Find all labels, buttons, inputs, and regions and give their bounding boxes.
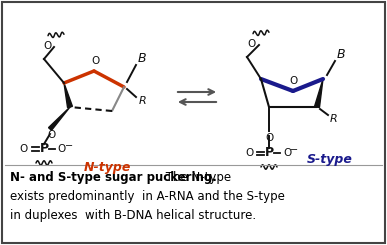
Polygon shape xyxy=(315,79,323,108)
Text: B: B xyxy=(138,52,146,65)
Text: exists predominantly  in A-RNA and the S-type: exists predominantly in A-RNA and the S-… xyxy=(10,190,285,203)
Polygon shape xyxy=(64,83,72,108)
Text: O: O xyxy=(43,41,51,51)
Text: N- and S-type sugar puckering.: N- and S-type sugar puckering. xyxy=(10,171,217,184)
Text: O: O xyxy=(20,144,28,154)
Text: −: − xyxy=(65,141,73,151)
Text: S-type: S-type xyxy=(307,152,353,166)
Text: O: O xyxy=(266,133,274,143)
Text: O: O xyxy=(248,39,256,49)
Text: −: − xyxy=(290,145,298,155)
Text: O: O xyxy=(290,76,298,86)
Text: R: R xyxy=(139,96,147,106)
Text: B: B xyxy=(337,49,345,61)
Text: The N-type: The N-type xyxy=(162,171,231,184)
Text: O: O xyxy=(283,148,291,158)
FancyBboxPatch shape xyxy=(2,2,385,243)
Text: P: P xyxy=(39,143,48,156)
Text: O: O xyxy=(245,148,253,158)
Text: P: P xyxy=(264,147,274,159)
Text: O: O xyxy=(47,130,55,140)
Text: in duplexes  with B-DNA helical structure.: in duplexes with B-DNA helical structure… xyxy=(10,209,256,222)
Text: O: O xyxy=(91,56,99,66)
Polygon shape xyxy=(48,107,70,130)
Text: R: R xyxy=(330,114,338,124)
Text: O: O xyxy=(58,144,66,154)
Text: N-type: N-type xyxy=(83,160,131,173)
